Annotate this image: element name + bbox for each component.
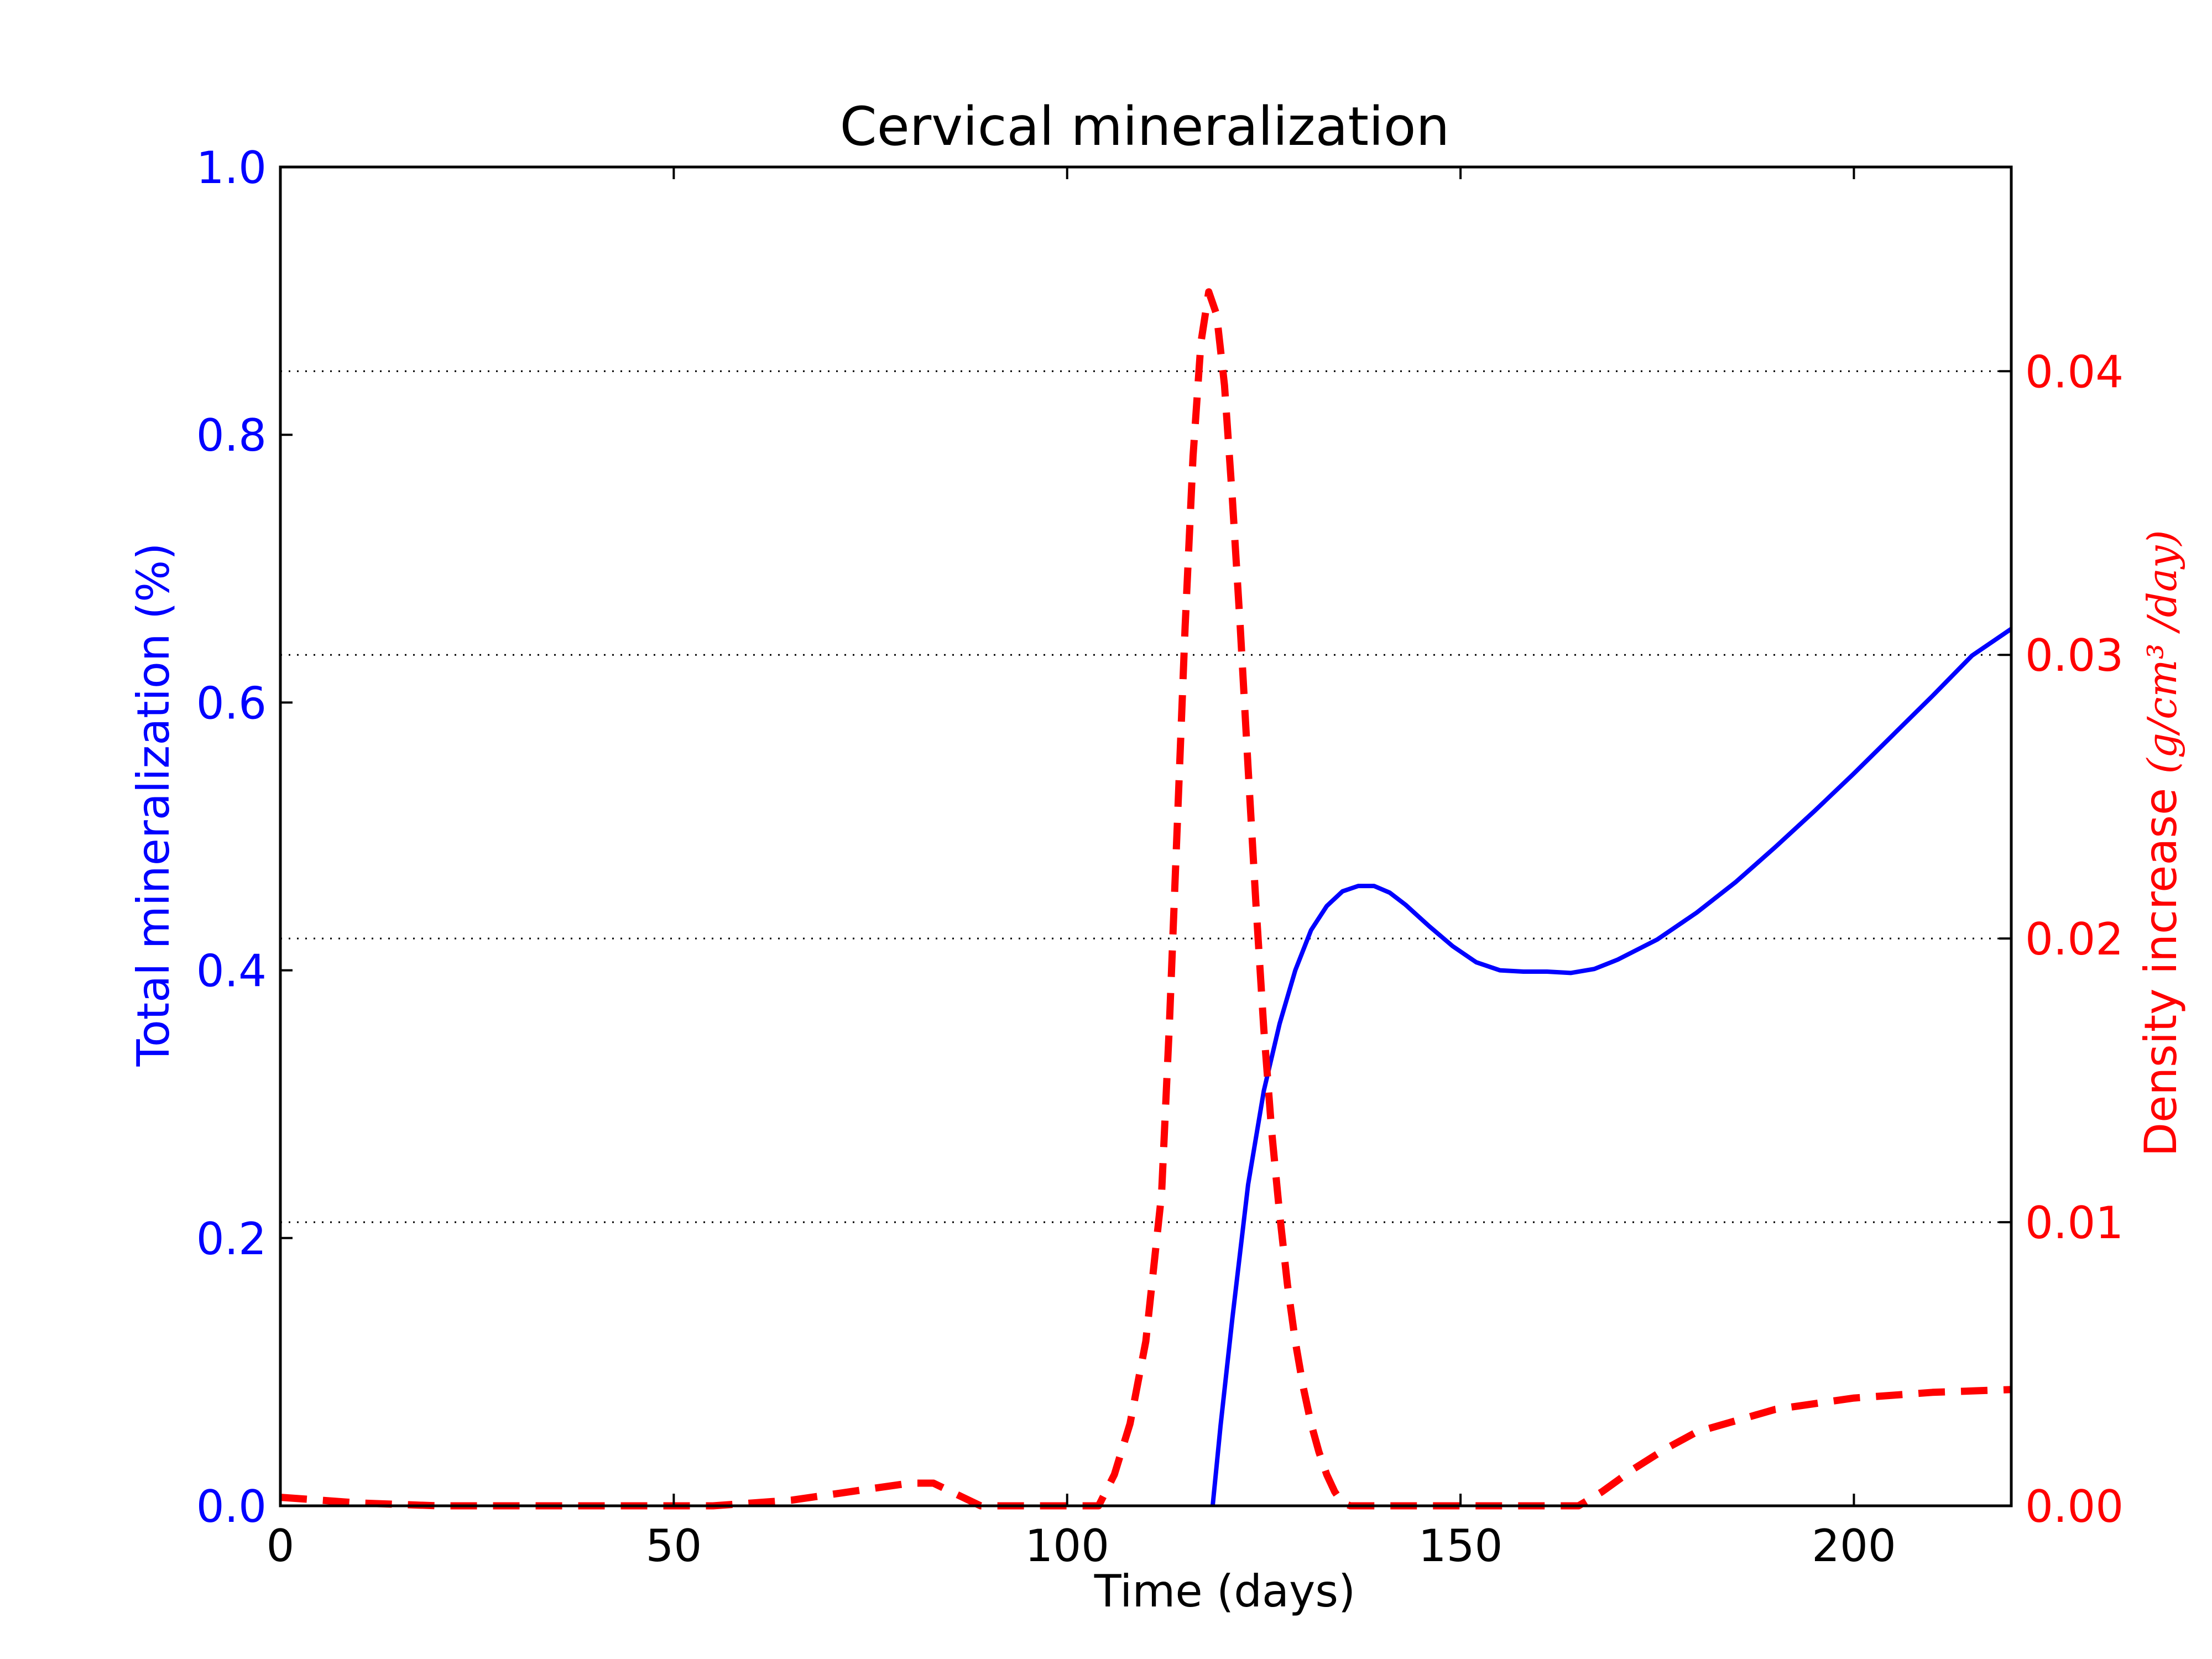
y-tick-label: 1.0 (196, 142, 267, 194)
x-tick-label: 0 (267, 1520, 295, 1572)
chart-title: Cervical mineralization (840, 96, 1450, 158)
y-tick-label: 0.6 (196, 677, 267, 729)
y2-axis-label-unit: (g/cm³ /day) (2139, 530, 2185, 774)
x-tick-label: 100 (1025, 1520, 1109, 1572)
y2-tick-label: 0.00 (2025, 1481, 2124, 1532)
plot-frame (279, 165, 2013, 1507)
y2-tick-label: 0.04 (2025, 346, 2124, 398)
y2-tick-label: 0.02 (2025, 914, 2124, 965)
y-tick-label: 0.2 (196, 1213, 267, 1265)
y-axis-right: 0.00 0.01 0.02 0.03 0.04 (1999, 346, 2124, 1532)
y-axis-label: Total mineralization (%) (128, 543, 179, 1067)
x-axis: 0 50 100 150 200 (267, 167, 1896, 1572)
series-line-1 (1210, 627, 2013, 1506)
y-tick-label: 0.8 (196, 410, 267, 461)
y-tick-label: 0.4 (196, 946, 267, 997)
x-axis-label: Time (days) (1094, 1566, 1355, 1617)
y2-tick-label: 0.01 (2025, 1197, 2124, 1249)
y-tick-label: 0.0 (196, 1481, 267, 1532)
x-tick-label: 50 (645, 1520, 702, 1572)
y2-axis-label-text: Density increase (2135, 774, 2187, 1156)
y2-tick-label: 0.03 (2025, 630, 2124, 681)
x-tick-label: 150 (1418, 1520, 1503, 1572)
y-axis-left: 0.0 0.2 0.4 0.6 0.8 1.0 (196, 142, 293, 1532)
x-tick-label: 200 (1812, 1520, 1896, 1572)
y2-axis-label: Density increase (g/cm³ /day) (2135, 530, 2187, 1156)
